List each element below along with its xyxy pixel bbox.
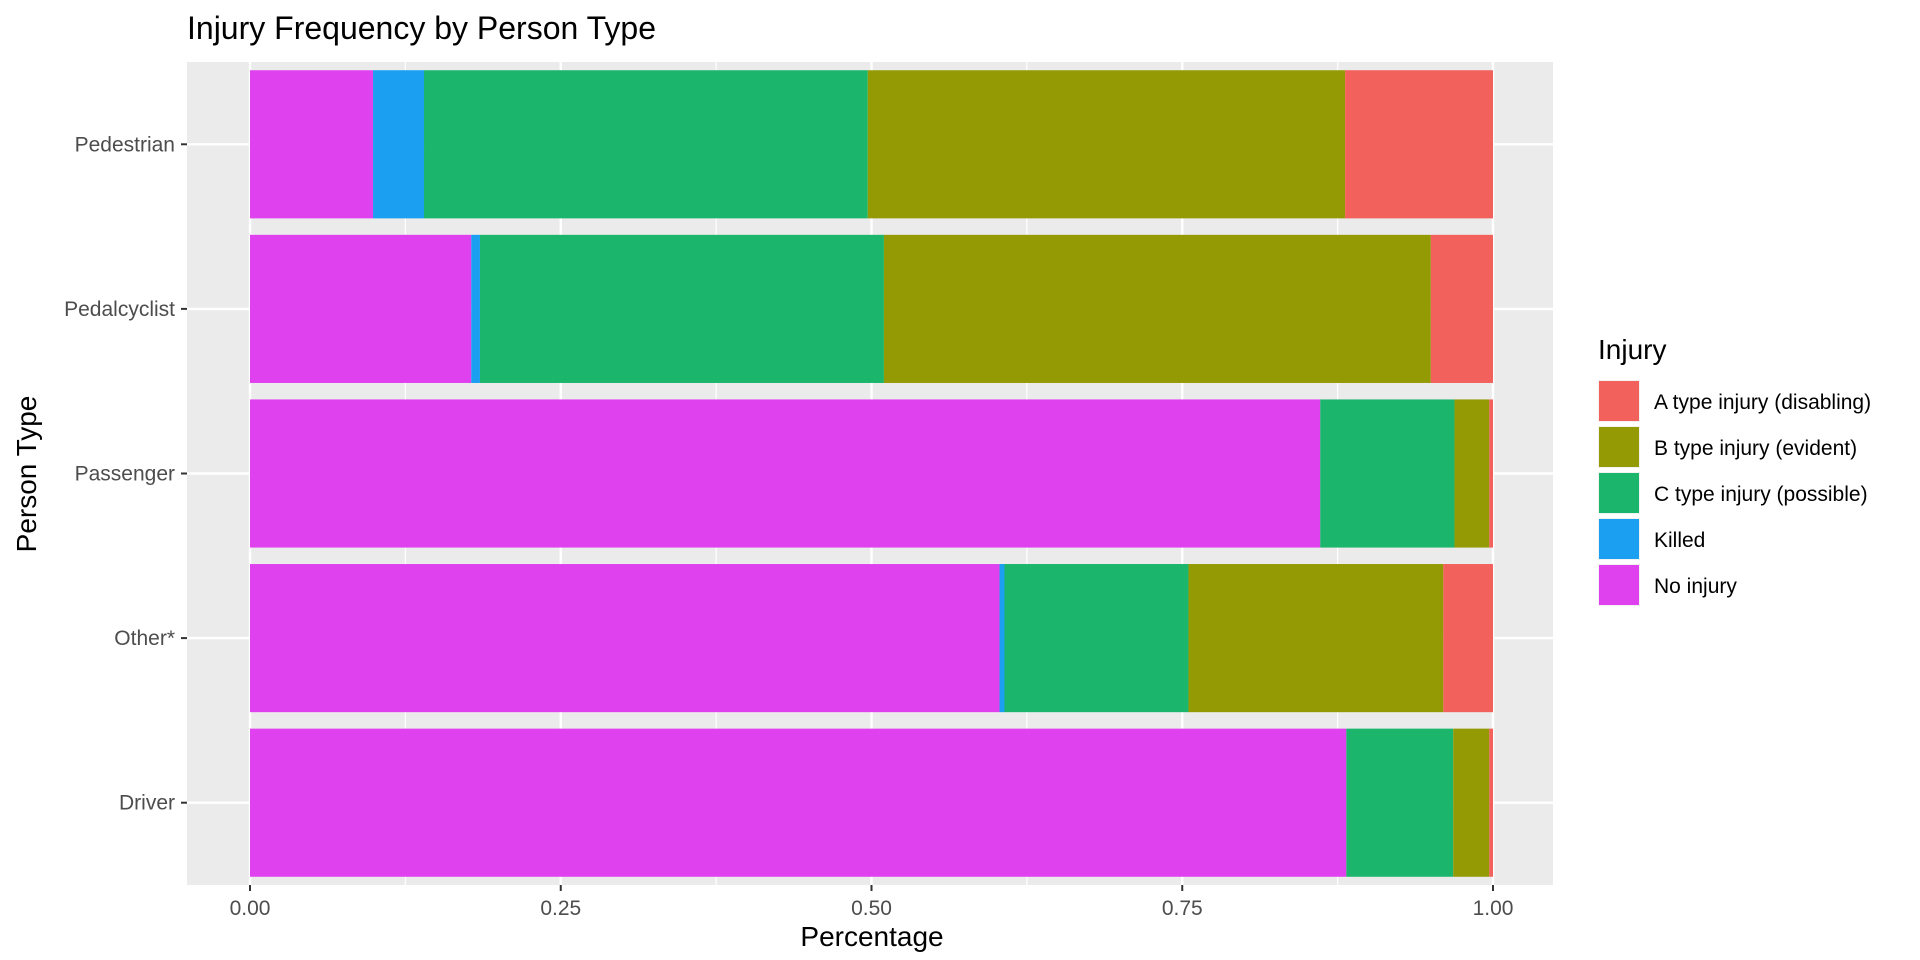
bar-segment [1320,399,1455,548]
bar-segment [250,564,1000,713]
chart-title: Injury Frequency by Person Type [187,10,656,46]
legend-label: A type injury (disabling) [1654,391,1871,414]
y-tick-label: Other* [114,627,175,650]
bar-segment [373,70,425,219]
legend: Injury A type injury (disabling) B type i… [1598,334,1871,606]
y-tick-label: Pedalcyclist [64,298,175,321]
legend-key [1599,381,1639,421]
legend-title: Injury [1598,334,1666,365]
x-axis-title: Percentage [800,921,943,952]
x-tick-label: 0.75 [1162,897,1203,920]
legend-key [1599,565,1639,605]
bar-segment [999,564,1005,713]
x-axis: 0.00 0.25 0.50 0.75 1.00 [230,885,1514,920]
y-axis-title: Person Type [11,396,42,553]
legend-label: No injury [1654,575,1737,598]
x-tick-label: 0.25 [540,897,581,920]
bar-segment [1443,564,1493,713]
legend-key [1599,427,1639,467]
bar-segment [883,234,1431,383]
bar-segment [250,399,1321,548]
bar-segment [867,70,1346,219]
bar-segment [1004,564,1189,713]
x-tick-label: 0.00 [230,897,271,920]
bar-segment [424,70,868,219]
legend-key [1599,519,1639,559]
bar-segment [250,728,1347,877]
y-tick-label: Pedestrian [75,133,175,156]
legend-label: Killed [1654,529,1705,552]
plot-panel [187,62,1553,885]
x-tick-label: 0.50 [851,897,892,920]
bar-segment [479,234,884,383]
bar-segment [1453,728,1490,877]
bar-segment [1430,234,1493,383]
bar-segment [250,70,374,219]
legend-label: C type injury (possible) [1654,483,1868,506]
bar-segment [250,234,472,383]
y-axis: Driver Other* Passenger Pedalcyclist Pedestr… [64,133,187,815]
legend-label: B type injury (evident) [1654,437,1857,460]
bar-segment [471,234,480,383]
bar-segment [1188,564,1444,713]
legend-key [1599,473,1639,513]
bar-segment [1489,399,1493,548]
y-tick-label: Passenger [75,463,175,486]
y-tick-label: Driver [119,792,175,815]
bar-segment [1454,399,1490,548]
bar-segment [1489,728,1493,877]
x-tick-label: 1.00 [1473,897,1514,920]
bar-segment [1345,70,1493,219]
bar-segment [1346,728,1454,877]
